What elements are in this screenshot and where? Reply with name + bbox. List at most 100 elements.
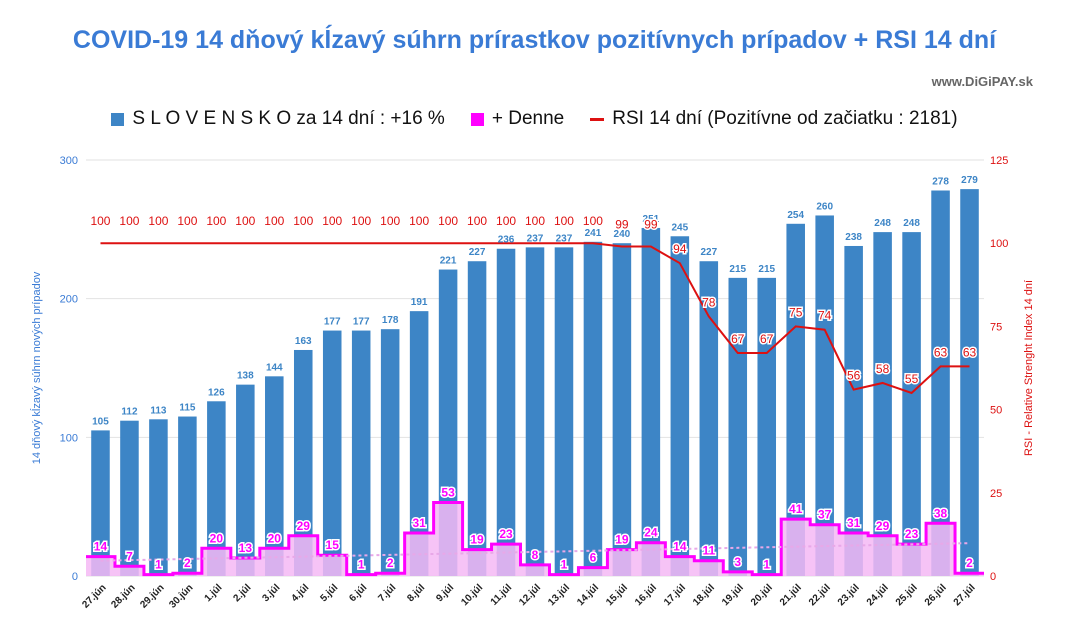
rsi-value-label: 55 (905, 372, 919, 386)
rsi-value-label: 100 (177, 214, 197, 228)
legend-swatch-daily (470, 112, 484, 126)
x-tick-label: 6.júl (347, 582, 369, 604)
daily-value-label: 19 (615, 533, 629, 547)
legend-swatch-bars (111, 112, 125, 126)
daily-value-label: 37 (818, 508, 832, 522)
x-tick-label: 7.júl (376, 582, 398, 604)
bar (207, 401, 226, 576)
watermark: www.DiGiPAY.sk (931, 74, 1033, 89)
rsi-value-label: 94 (673, 242, 687, 256)
bar-value-label: 215 (758, 264, 775, 275)
daily-value-label: 14 (673, 540, 687, 554)
x-tick-label: 13.júl (546, 582, 572, 608)
rsi-value-label: 99 (644, 218, 658, 232)
bar-value-label: 105 (92, 416, 109, 427)
bar (178, 416, 197, 576)
legend-label-bars: S L O V E N S K O za 14 dní : +16 % (132, 108, 445, 129)
bar-value-label: 237 (527, 233, 544, 244)
bar-value-label: 191 (411, 297, 428, 308)
daily-value-label: 31 (412, 516, 426, 530)
daily-trendline (100, 542, 970, 562)
rsi-value-label: 74 (818, 309, 832, 323)
bar-value-label: 245 (671, 222, 688, 233)
bar-value-label: 144 (266, 362, 283, 373)
rsi-value-label: 67 (731, 332, 745, 346)
bar-value-label: 126 (208, 387, 225, 398)
x-tick-label: 11.júl (489, 582, 515, 608)
daily-value-label: 2 (184, 556, 191, 570)
bar-value-label: 138 (237, 371, 254, 382)
bar (728, 277, 748, 576)
y-tick-label: 300 (60, 155, 78, 167)
daily-value-label: 1 (561, 558, 568, 572)
y2-tick-label: 25 (990, 488, 1002, 500)
bar (699, 261, 719, 576)
x-tick-label: 8.júl (405, 582, 427, 604)
y2-tick-label: 100 (990, 238, 1008, 250)
bar (960, 189, 979, 576)
daily-value-label: 13 (239, 541, 253, 555)
legend-label-daily: + Denne (491, 108, 565, 129)
bar (873, 232, 892, 576)
legend-item-bars: S L O V E N S K O za 14 dní : +16 % (111, 108, 445, 130)
x-tick-label: 23.júl (836, 582, 862, 608)
x-tick-label: 12.júl (517, 582, 543, 608)
bar-value-label: 227 (700, 247, 717, 258)
x-tick-label: 9.júl (434, 582, 456, 604)
bar-value-label: 279 (961, 175, 978, 186)
bar (641, 227, 661, 577)
x-tick-label: 1.júl (203, 582, 225, 604)
rsi-value-label: 75 (789, 305, 803, 319)
bar-value-label: 115 (179, 403, 196, 414)
bar (293, 349, 313, 576)
rsi-value-label: 63 (963, 345, 977, 359)
x-tick-label: 5.júl (318, 582, 340, 604)
x-tick-label: 30.jún (167, 582, 195, 610)
y2-tick-label: 75 (990, 321, 1002, 333)
bar-value-label: 215 (729, 264, 746, 275)
bar (149, 419, 168, 576)
x-tick-label: 24.júl (865, 582, 891, 608)
x-tick-label: 26.júl (923, 582, 949, 608)
daily-value-label: 2 (966, 556, 973, 570)
legend: S L O V E N S K O za 14 dní : +16 % + De… (0, 108, 1069, 130)
rsi-value-label: 100 (496, 214, 516, 228)
rsi-value-label: 100 (293, 214, 313, 228)
bar (438, 269, 458, 576)
bar-value-label: 227 (469, 247, 486, 258)
bar-value-label: 177 (353, 317, 370, 328)
bar-value-label: 254 (787, 210, 804, 221)
bar (91, 430, 110, 576)
bar-value-label: 241 (585, 228, 602, 239)
daily-value-label: 38 (934, 506, 948, 520)
bar-value-label: 248 (874, 218, 891, 229)
bar (467, 261, 487, 576)
daily-value-label: 1 (155, 558, 162, 572)
bar (496, 248, 516, 576)
rsi-value-label: 99 (615, 218, 629, 232)
rsi-value-label: 63 (934, 345, 948, 359)
daily-value-label: 1 (763, 558, 770, 572)
bar (815, 215, 834, 576)
bar (670, 236, 690, 576)
daily-value-label: 19 (470, 533, 484, 547)
x-tick-label: 22.júl (807, 582, 833, 608)
x-tick-label: 19.júl (720, 582, 746, 608)
daily-value-label: 53 (441, 486, 455, 500)
bar (931, 190, 950, 577)
rsi-value-label: 100 (235, 214, 255, 228)
rsi-value-label: 100 (90, 214, 110, 228)
bar-value-label: 177 (324, 317, 341, 328)
x-tick-label: 27.jún (80, 582, 108, 610)
rsi-value-label: 100 (264, 214, 284, 228)
bar (583, 241, 603, 576)
daily-value-label: 24 (644, 526, 658, 540)
x-tick-label: 16.júl (633, 582, 659, 608)
y2-tick-label: 0 (990, 571, 996, 583)
x-tick-label: 25.júl (894, 582, 920, 608)
legend-label-rsi: RSI 14 dní (Pozitívne od začiatku : 2181… (612, 108, 958, 129)
legend-item-daily: + Denne (470, 108, 565, 130)
rsi-value-label: 100 (525, 214, 545, 228)
y-tick-label: 0 (72, 571, 78, 583)
rsi-value-label: 100 (148, 214, 168, 228)
